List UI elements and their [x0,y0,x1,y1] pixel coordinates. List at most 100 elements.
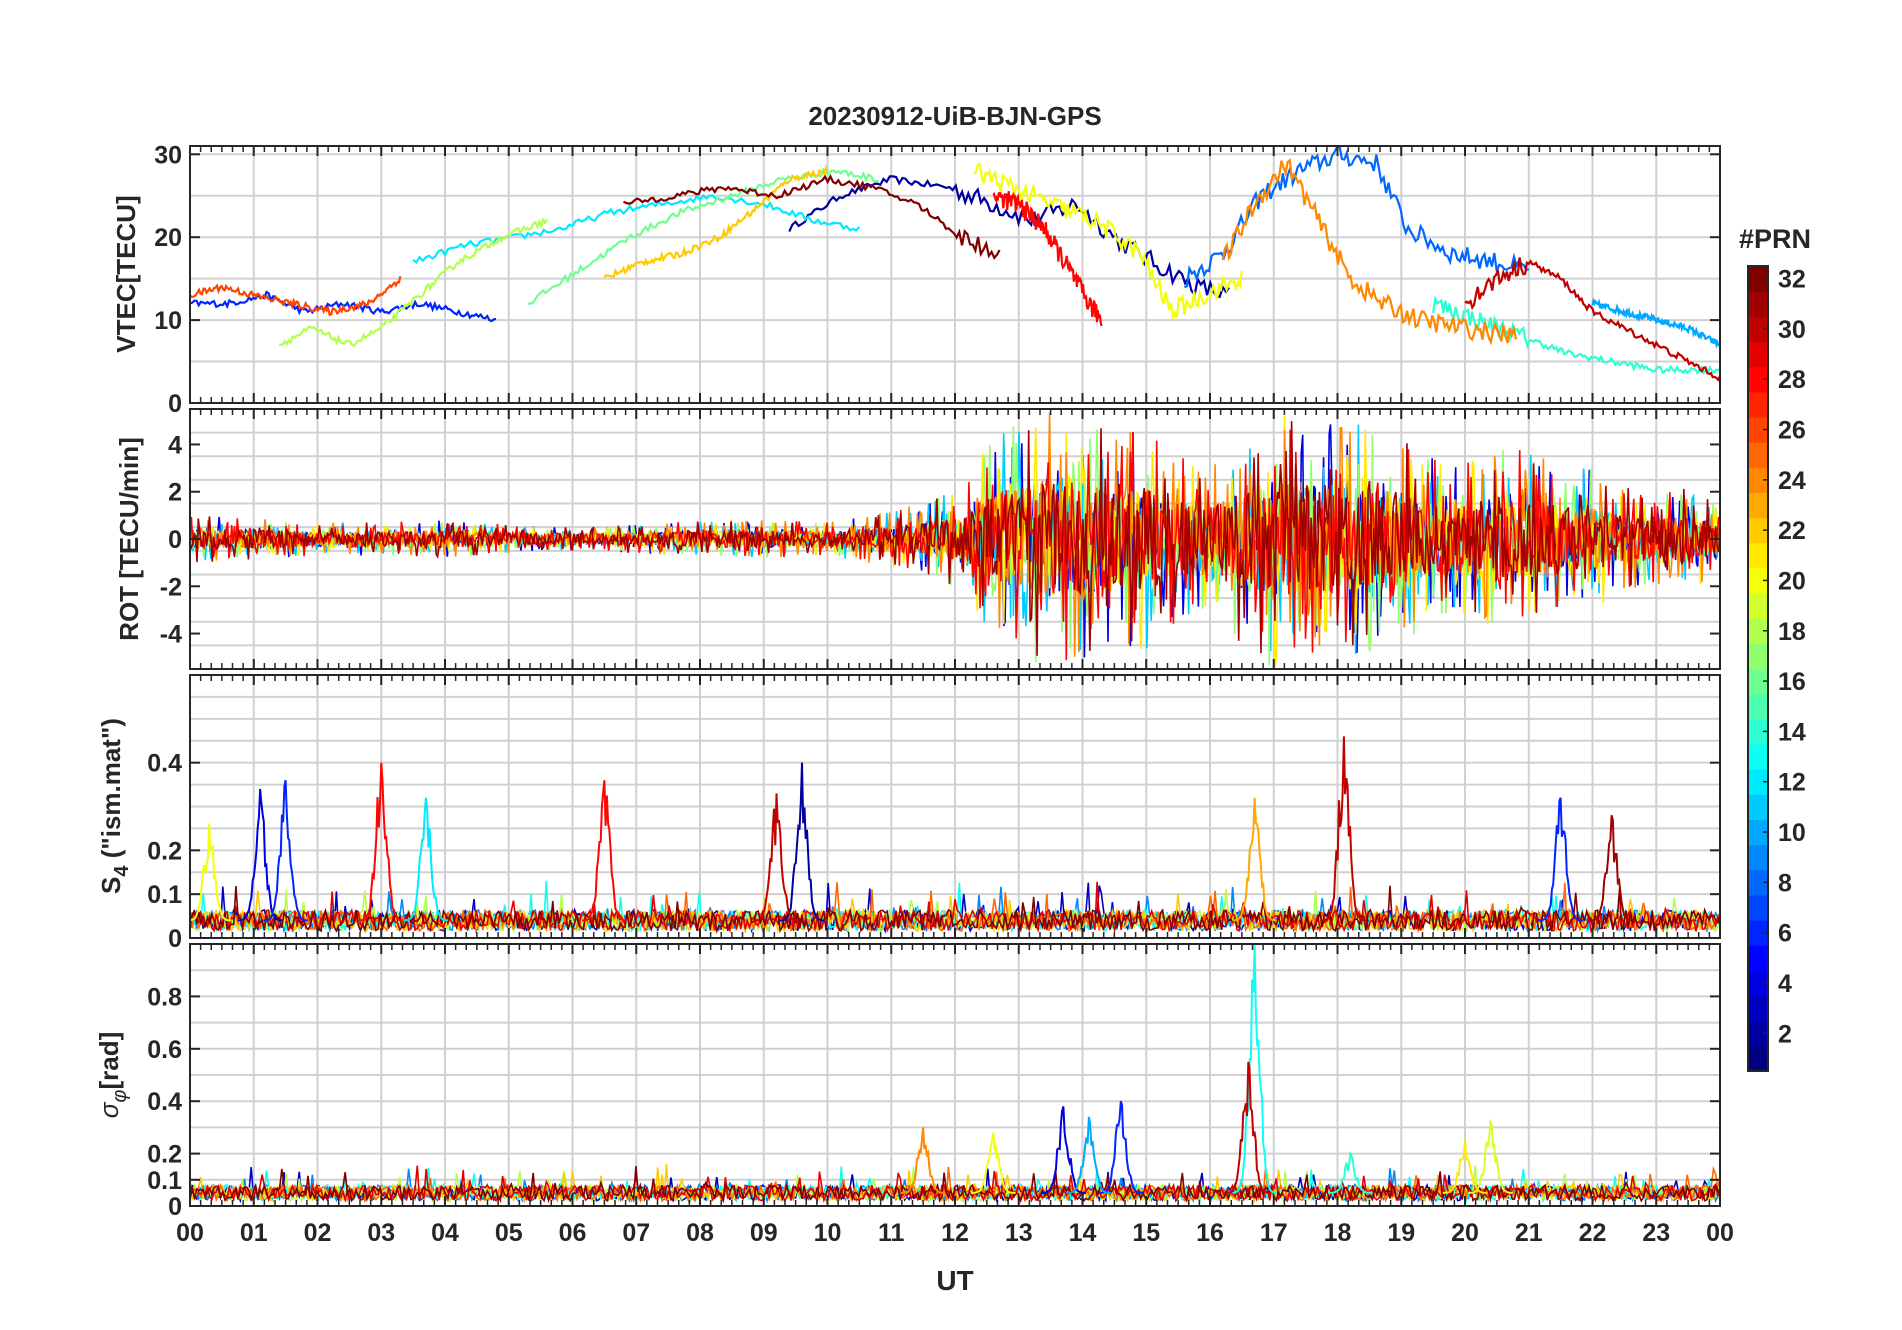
colorbar-tick-label: 26 [1778,417,1806,445]
colorbar-tick-label: 8 [1778,869,1792,897]
peak-prn-19 [1468,1118,1513,1194]
sigma-ticks: 00.10.2 0.4 0.6 0.8 [147,944,1721,1221]
colorbar-tick-label: 28 [1778,366,1806,394]
colorbar-block [1748,668,1768,695]
colorbar-blocks [1748,266,1768,1072]
y-tick-label: 0 [168,1193,182,1221]
vtec-line-prn-14 [1432,294,1720,376]
vtec-line-prn-16 [527,167,879,305]
y-tick-label: 4 [168,431,182,459]
peak-prn-20 [190,823,232,922]
y-tick-label: 30 [154,141,182,169]
colorbar-block [1748,718,1768,745]
x-tick-label: 18 [1324,1219,1352,1247]
s4-grid [190,675,1720,938]
panel-rot: -4 -2 0 2 4 ROT [TECU/min] [114,408,1721,670]
rot-ticks: -4 -2 0 2 4 [160,409,1721,669]
peak-prn-28 [358,762,404,922]
colorbar-tick-label: 20 [1778,567,1806,595]
noise-line-prn-32 [190,885,1720,934]
x-tick-label: 07 [622,1219,650,1247]
s4-ylabel-sub: 4 [111,865,133,877]
colorbar-block [1748,869,1768,896]
colorbar-tick-label: 24 [1778,467,1806,495]
colorbar-block [1748,291,1768,317]
colorbar-tick-label: 22 [1778,517,1806,545]
colorbar-block [1748,416,1768,443]
colorbar-block [1748,593,1768,619]
colorbar-block [1748,743,1768,770]
y-tick-label: -4 [160,621,182,649]
colorbar-block [1748,819,1768,846]
x-tick-label: 00 [1706,1219,1734,1247]
panel-s4: 0 0.1 0.2 0.4 S4 ("ism.mat") [96,674,1721,953]
vtec-ticks: 0 10 20 30 [154,141,1721,418]
colorbar-tick-label: 18 [1778,618,1806,646]
colorbar-tick-label: 10 [1778,819,1806,847]
sigma-grid [190,944,1720,1206]
colorbar-block [1748,1045,1768,1072]
colorbar-block [1748,492,1768,519]
colorbar-block [1748,442,1768,468]
colorbar-tick-label: 2 [1778,1020,1792,1048]
peak-prn-21 [1442,1140,1488,1194]
x-tick-label: 04 [431,1219,459,1247]
peak-prn-6 [1538,797,1583,922]
y-tick-label: 0.4 [147,1088,182,1116]
x-tick-label: 05 [495,1219,523,1247]
vtec-line-prn-8 [1184,146,1530,289]
chart-title: 20230912-UiB-BJN-GPS [808,101,1101,131]
colorbar-block [1748,769,1768,795]
colorbar-block [1748,920,1768,946]
colorbar-block [1748,366,1768,393]
colorbar-block [1748,643,1768,670]
colorbar-block [1748,391,1768,418]
vtec-line-prn-28 [992,191,1103,327]
noise-line-prn-32 [190,1165,1720,1204]
x-tick-label: 22 [1579,1219,1607,1247]
x-tick-label: 13 [1005,1219,1033,1247]
y-tick-label: 0 [168,526,182,554]
peak-prn-10 [1066,1116,1112,1194]
y-tick-label: 0.4 [147,750,182,778]
x-tick-label: 12 [941,1219,969,1247]
sigma-ylabel-main: σ [94,1101,124,1118]
vtec-line-prn-30 [1464,257,1720,382]
colorbar-tick-label: 30 [1778,316,1806,344]
panel-vtec: 0 10 20 30 VTEC[TECU] [111,141,1721,418]
vtec-line-prn-22 [603,164,829,279]
vtec-line-prn-18 [279,217,548,348]
vtec-grid [190,146,1720,403]
peak-prn-30 [1321,736,1367,922]
peak-prn-24 [900,1127,946,1194]
colorbar-block [1748,945,1768,971]
vtec-line-prn-10 [1591,297,1720,349]
colorbar-block [1748,542,1768,569]
s4-ylabel-main: S [96,877,126,894]
s4-ylabel: S4 ("ism.mat") [96,718,133,894]
y-tick-label: 0.8 [147,983,182,1011]
rot-ylabel: ROT [TECU/min] [114,437,144,641]
y-tick-label: 0.1 [147,1167,182,1195]
peak-prn-4 [1041,1106,1086,1194]
x-axis-label: UT [936,1265,973,1296]
vtec-line-prn-26 [190,275,402,317]
colorbar-block [1748,517,1768,544]
noise-line-prn-29 [190,881,1720,934]
colorbar-block [1748,316,1768,343]
colorbar-block [1748,1020,1768,1047]
colorbar-label: #PRN [1739,224,1811,254]
peak-prn-30 [1225,1061,1271,1194]
colorbar-tick-label: 4 [1778,970,1792,998]
peak-prn-4 [237,788,283,922]
s4-ylabel-rest: ("ism.mat") [96,718,126,865]
peak-prn-6 [1098,1100,1144,1194]
y-tick-label: -2 [160,573,182,601]
x-tick-label: 15 [1132,1219,1160,1247]
peak-prn-14 [1327,1150,1373,1194]
colorbar-block [1748,794,1768,821]
sigma-ylabel: σφ[rad] [94,1032,131,1119]
x-tick-label: 16 [1196,1219,1224,1247]
peak-prn-28 [582,780,627,922]
